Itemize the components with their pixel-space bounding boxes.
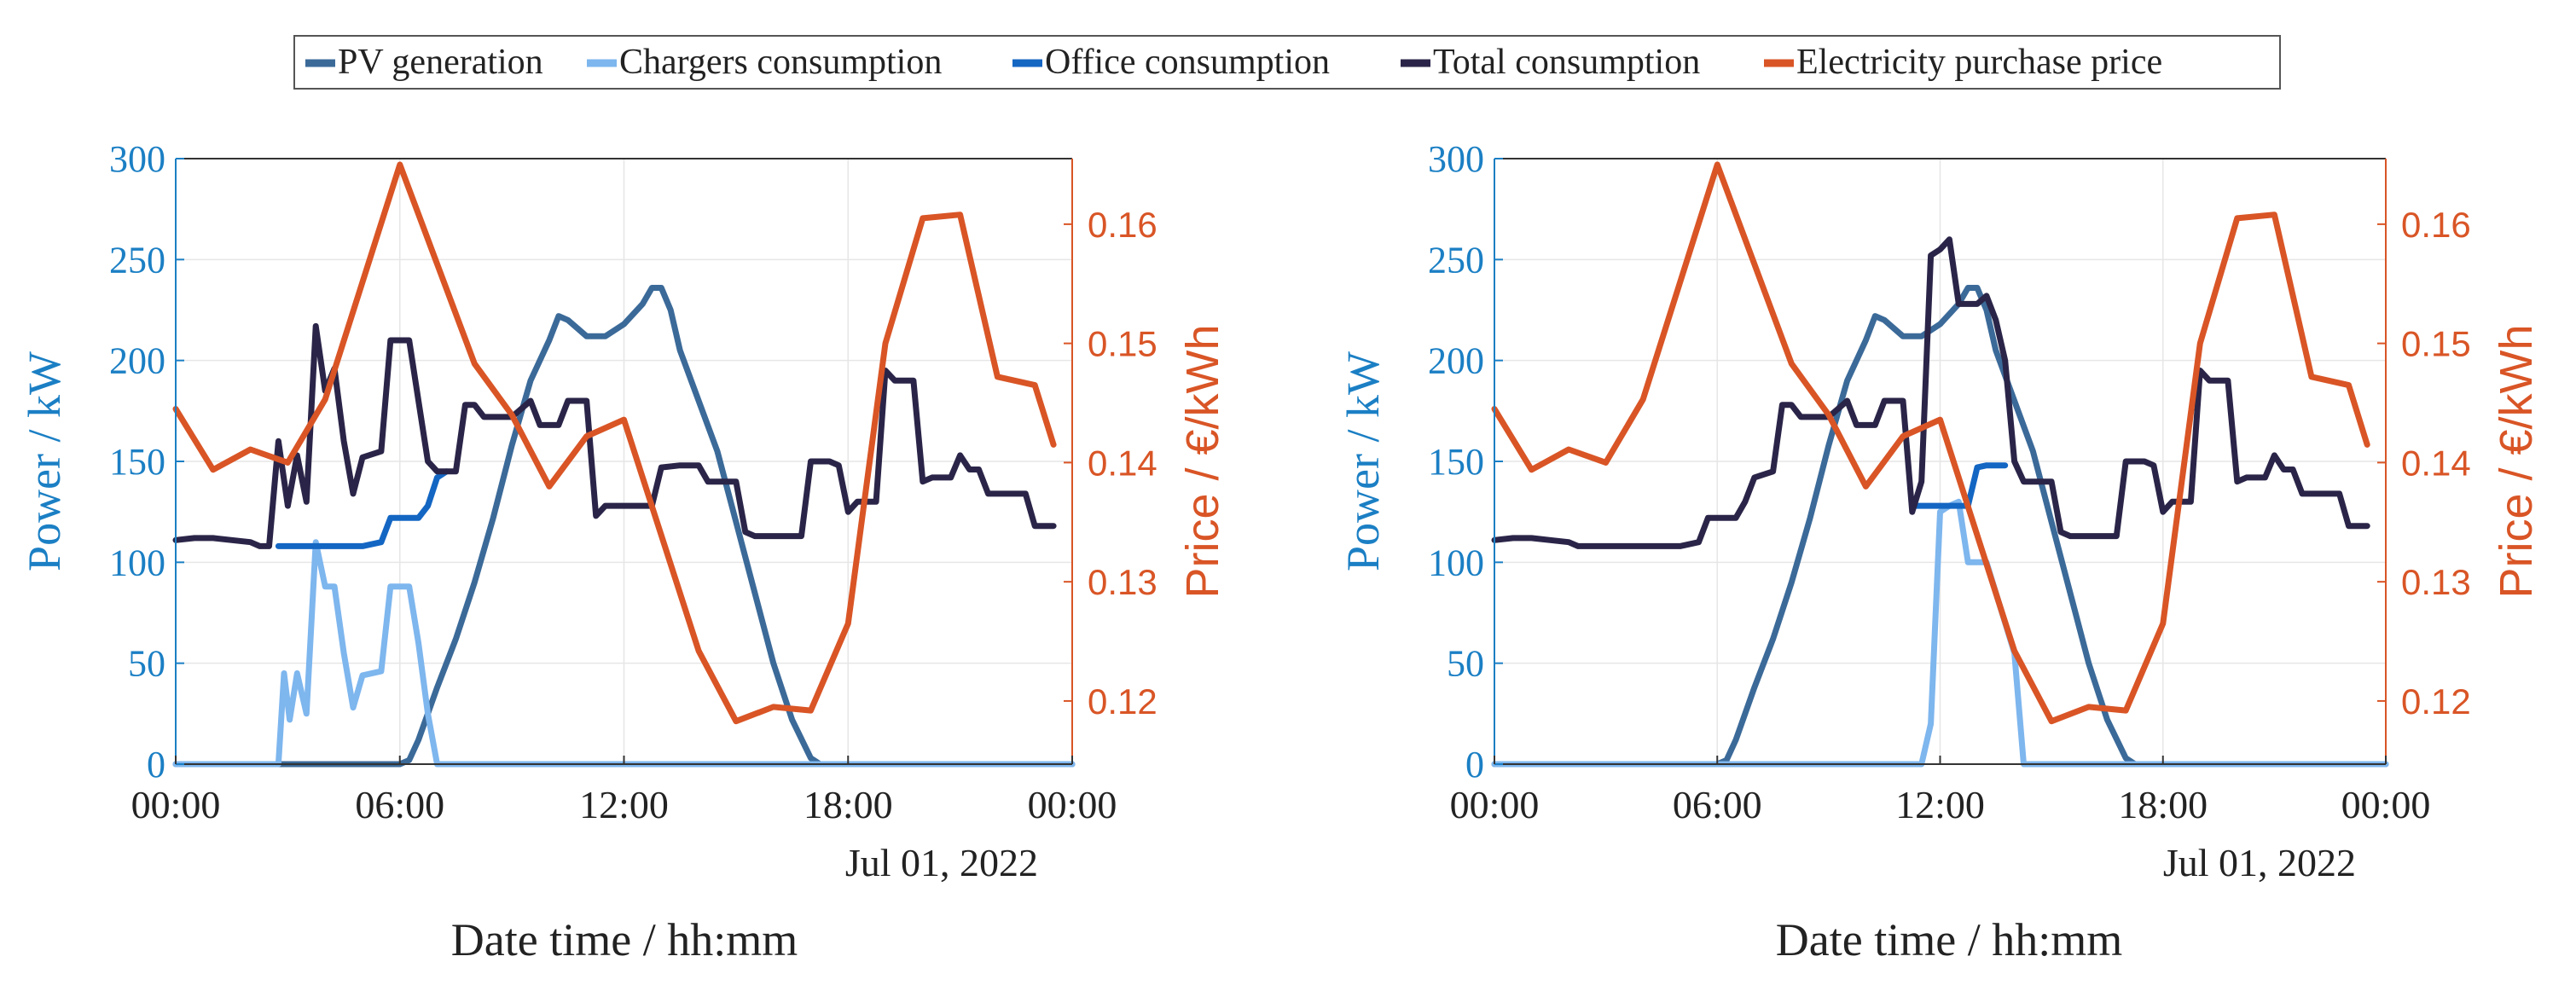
x-tick-label-3: 18:00 [804, 783, 893, 826]
series-line-pv-generation [1491, 285, 2389, 768]
x-tick-label-3: 18:00 [2118, 783, 2208, 826]
x-tick-label-4: 00:00 [1028, 783, 1117, 826]
date-label: Jul 01, 2022 [845, 841, 1038, 884]
y2-tick-label-2: 0.14 [2401, 443, 2471, 483]
x-axis-title: Date time / hh:mm [451, 914, 798, 965]
y-tick-label-2: 100 [1428, 542, 1484, 583]
y-axis-title: Power / kW [1337, 351, 1389, 571]
series-line-pv-generation [172, 285, 1076, 768]
y-tick-label-0: 0 [147, 744, 165, 785]
chart-right: 0 50 100 150 200 250 300 0.12 0.13 0.14 0.15 0.16 00… [1337, 138, 2542, 965]
x-tick-label-1: 06:00 [1673, 783, 1762, 826]
y-tick-label-3: 150 [1428, 441, 1484, 483]
y-tick-label-4: 200 [1428, 340, 1484, 382]
x-tick-label-0: 00:00 [1450, 783, 1540, 826]
y-tick-label-3: 150 [109, 441, 165, 483]
y-tick-label-2: 100 [109, 542, 165, 583]
chart-left: 0 50 100 150 200 250 300 0.12 0.13 0.14 0.15 0.16 00… [19, 138, 1228, 965]
x-tick-label-2: 12:00 [1895, 783, 1985, 826]
y2-axis-title: Price / €/kWh [1177, 324, 1228, 598]
y-tick-label-4: 200 [109, 340, 165, 382]
legend: PV generation Chargers consumption Office … [293, 35, 2281, 90]
x-tick-label-2: 12:00 [579, 783, 669, 826]
y2-tick-label-0: 0.12 [1088, 681, 1157, 722]
series-line-electricity-purchase-price [172, 161, 1057, 725]
date-label: Jul 01, 2022 [2163, 841, 2356, 884]
y2-tick-label-3: 0.15 [2401, 324, 2471, 364]
y-tick-label-0: 0 [1465, 744, 1484, 785]
x-axis-title: Date time / hh:mm [1776, 914, 2122, 965]
legend-label-1: Chargers consumption [619, 43, 942, 82]
legend-label-3: Total consumption [1433, 43, 1700, 82]
y-tick-label-1: 50 [128, 643, 165, 685]
x-tick-label-1: 06:00 [355, 783, 444, 826]
y-tick-label-6: 300 [1428, 138, 1484, 180]
y2-tick-label-4: 0.16 [1088, 205, 1157, 245]
y-tick-label-1: 50 [1447, 643, 1484, 685]
y2-axis-title: Price / €/kWh [2491, 324, 2542, 598]
y-axis-title: Power / kW [19, 351, 70, 571]
x-tick-label-4: 00:00 [2341, 783, 2431, 826]
y2-tick-label-1: 0.13 [2401, 562, 2471, 602]
y2-tick-label-4: 0.16 [2401, 205, 2471, 245]
series-line-electricity-purchase-price [1491, 161, 2370, 725]
y2-tick-label-2: 0.14 [1088, 443, 1157, 483]
series-line-total-consumption [1491, 236, 2370, 549]
legend-label-0: PV generation [338, 43, 543, 82]
y2-tick-label-3: 0.15 [1088, 324, 1157, 364]
legend-label-2: Office consumption [1045, 43, 1330, 82]
y-tick-label-5: 250 [109, 239, 165, 281]
y2-tick-label-0: 0.12 [2401, 681, 2471, 722]
legend-label-4: Electricity purchase price [1796, 43, 2162, 82]
y-tick-label-6: 300 [109, 138, 165, 180]
y2-tick-label-1: 0.13 [1088, 562, 1157, 602]
legend-box [293, 35, 2281, 90]
series-line-office-consumption [275, 468, 450, 549]
series-line-chargers-consumption [172, 539, 1076, 768]
series-line-total-consumption [172, 322, 1057, 549]
x-tick-label-0: 00:00 [131, 783, 221, 826]
y-tick-label-5: 250 [1428, 239, 1484, 281]
